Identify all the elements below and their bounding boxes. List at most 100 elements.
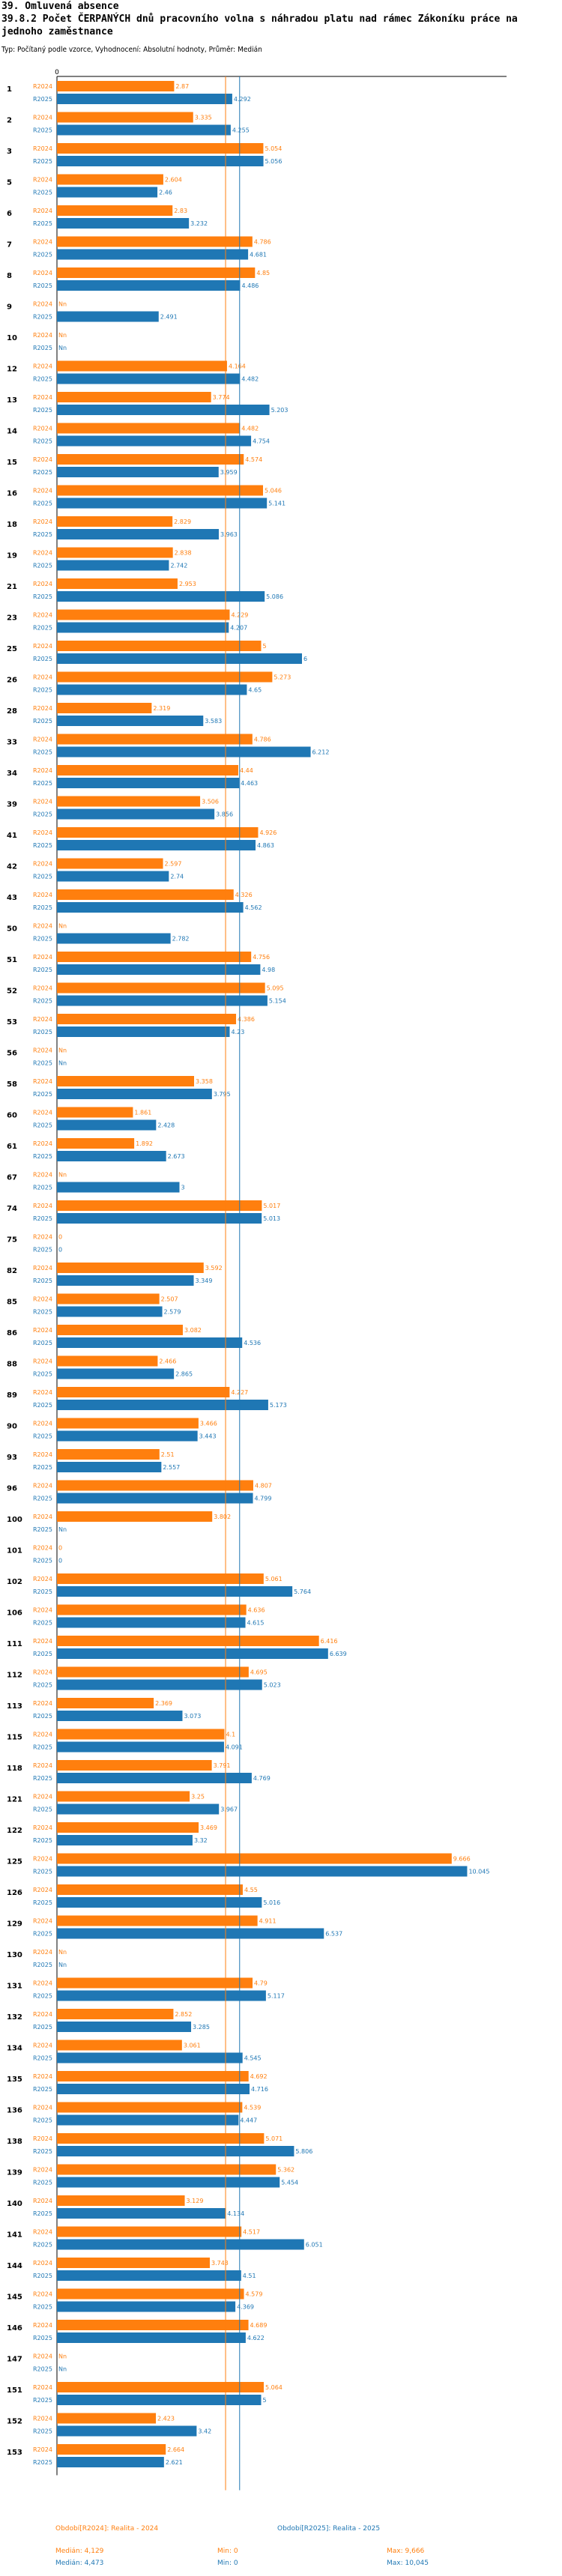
series-label-2025: R2025 [33,1122,52,1129]
bar-2025 [57,653,302,664]
series-label-2024: R2024 [33,954,52,961]
bar-2025 [57,405,270,415]
legend-2024-name: Období[R2024]: Realita - 2024 [55,2525,159,2533]
bar-2024 [57,1449,160,1460]
series-label-2025: R2025 [33,904,52,911]
value-label-2025: 6.537 [325,1931,342,1938]
bar-2025 [57,435,252,447]
bar-2024 [57,143,264,154]
series-label-2025: R2025 [33,967,52,973]
value-label-2025: 5.764 [294,1588,311,1595]
series-label-2025: R2025 [33,1775,52,1782]
value-label-2024: 2.953 [179,581,196,587]
series-label-2025: R2025 [33,593,52,600]
value-label-2024: 2.829 [174,518,191,525]
series-label-2024: R2024 [33,332,52,339]
bar-2025 [57,2425,197,2437]
bar-2024 [57,765,238,775]
value-label-2024: 5.362 [277,2167,294,2174]
series-label-2024: R2024 [33,923,52,930]
bar-2025 [57,311,159,322]
bar-2025 [57,1617,246,1628]
bar-2025 [57,2301,236,2312]
value-label-2025: 4.207 [230,625,247,632]
value-label-2024: 4.539 [244,2105,261,2111]
series-label-2024: R2024 [33,2167,52,2174]
category-label: 145 [7,2294,22,2302]
value-label-2025: 5.023 [264,1682,281,1689]
category-label: 129 [7,1920,22,1929]
bar-2025 [57,1213,262,1224]
category-label: 53 [7,1018,17,1027]
value-label-2025: 5.806 [295,2148,312,2155]
series-label-2025: R2025 [33,1682,52,1689]
category-label: 12 [7,366,17,374]
series-label-2024: R2024 [33,2446,52,2453]
series-label-2024: R2024 [33,799,52,805]
value-label-2025: Nn [58,1060,67,1067]
bar-2024 [57,982,265,994]
bar-2025 [57,94,232,104]
value-label-2024: 4.756 [253,954,270,961]
bar-2024 [57,1977,253,1989]
bar-2024 [57,1604,247,1615]
value-label-2025: 4.98 [262,967,275,973]
value-label-2024: Nn [58,2353,67,2360]
value-label-2024: 0 [58,1545,62,1552]
bar-2025 [57,933,171,944]
series-label-2025: R2025 [33,718,52,725]
bar-2025 [57,2022,192,2032]
category-label: 101 [7,1547,22,1555]
series-label-2025: R2025 [33,936,52,943]
bar-2024 [57,205,173,216]
category-label: 43 [7,894,17,902]
value-label-2025: 3 [181,1185,185,1191]
value-label-2025: 4.51 [243,2273,256,2279]
category-label: 23 [7,614,17,623]
value-label-2025: Nn [58,1526,67,1533]
series-label-2025: R2025 [33,780,52,787]
series-label-2025: R2025 [33,1651,52,1657]
category-label: 2 [7,117,12,125]
value-label-2024: 3.335 [195,115,212,121]
bar-2025 [57,1306,163,1317]
bar-2024 [57,1853,452,1864]
bar-2025 [57,1835,193,1845]
bar-2025 [57,249,249,260]
series-label-2025: R2025 [33,2210,52,2217]
bar-2024 [57,2133,265,2144]
value-label-2024: 5.017 [263,1203,280,1209]
bar-2024 [57,2413,157,2424]
category-label: 126 [7,1889,22,1897]
value-label-2024: 3.802 [214,1514,231,1520]
series-label-2024: R2024 [33,2229,52,2236]
category-label: 139 [7,2169,22,2177]
series-label-2024: R2024 [33,581,52,587]
bar-2024 [57,827,259,838]
value-label-2025: 2.673 [168,1153,185,1160]
series-label-2025: R2025 [33,1588,52,1595]
value-label-2025: 2.428 [157,1122,175,1129]
value-label-2025: 6 [303,656,307,662]
bar-2024 [57,1107,133,1118]
value-label-2024: 3.25 [191,1794,205,1801]
category-label: 152 [7,2418,22,2426]
bar-2025 [57,902,244,913]
series-label-2024: R2024 [33,861,52,868]
bar-2025 [57,2084,250,2094]
value-label-2025: Nn [58,2366,67,2373]
series-label-2024: R2024 [33,1980,52,1987]
category-label: 147 [7,2356,22,2364]
value-label-2024: 3.082 [184,1327,202,1334]
series-label-2025: R2025 [33,1744,52,1751]
bar-2024 [57,392,211,402]
series-label-2024: R2024 [33,643,52,650]
bar-2025 [57,1990,266,2001]
category-label: 113 [7,1702,22,1711]
series-label-2025: R2025 [33,1931,52,1938]
category-label: 102 [7,1578,22,1586]
series-label-2024: R2024 [33,363,52,370]
legend-2025-name: Období[R2025]: Realita - 2025 [277,2525,381,2533]
value-label-2024: 3.129 [187,2198,204,2204]
value-label-2025: 4.369 [237,2304,254,2311]
